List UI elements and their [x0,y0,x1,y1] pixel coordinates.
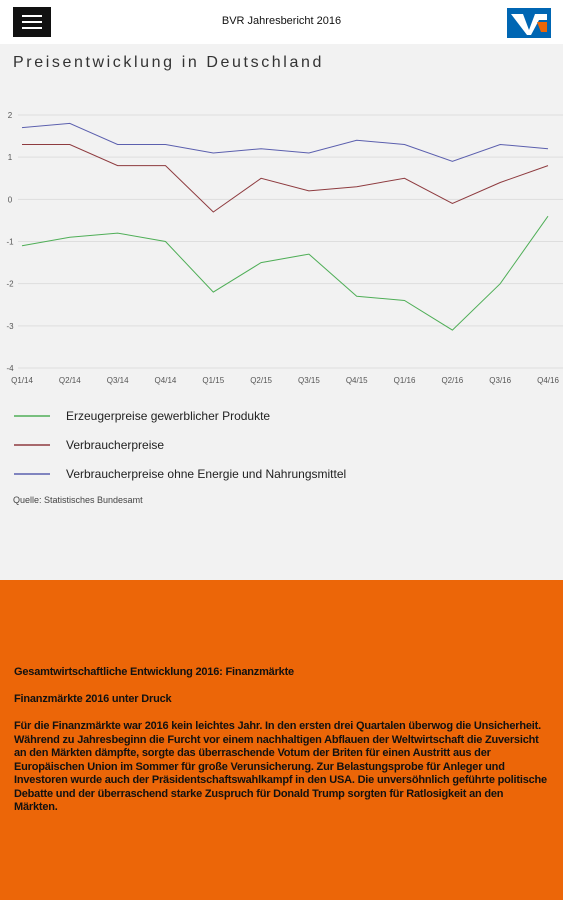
x-tick-label: Q1/16 [394,376,416,385]
header-title: BVR Jahresbericht 2016 [221,15,342,27]
y-tick-label: 0 [8,195,13,204]
x-tick-label: Q4/15 [346,376,368,385]
y-tick-label: 1 [8,153,13,162]
source: Quelle: Statistisches Bundesamt [13,495,143,505]
legend-label: Erzeugerpreise gewerblicher Produkte [66,409,270,423]
logo [507,8,551,38]
y-tick-label: -1 [6,238,14,247]
chart-title: Preisentwicklung in Deutschland [13,54,324,71]
series-line [22,144,549,213]
x-tick-label: Q3/16 [489,376,511,385]
y-tick-label: -4 [6,364,14,373]
x-tick-label: Q1/14 [11,376,33,385]
chart: Preisentwicklung in Deutschland Quelle: … [6,54,563,505]
series-line [21,215,549,331]
x-tick-label: Q4/14 [155,376,177,385]
article-heading: Gesamtwirtschaftliche Entwicklung 2016: … [14,666,294,678]
series-line [21,122,549,162]
y-tick-label: -3 [6,322,14,331]
x-tick-label: Q2/14 [59,376,81,385]
y-tick-label: 2 [8,111,13,120]
legend-label: Verbraucherpreise [66,438,164,452]
legend-label: Verbraucherpreise ohne Energie und Nahru… [66,467,346,481]
y-tick-label: -2 [6,280,14,289]
x-tick-label: Q2/16 [441,376,463,385]
x-tick-label: Q4/16 [537,376,559,385]
x-tick-label: Q1/15 [202,376,224,385]
x-tick-label: Q3/14 [107,376,129,385]
article-body: Für die Finanzmärkte war 2016 kein leich… [14,720,547,813]
header: BVR Jahresbericht 2016 [0,0,563,44]
article-subheading: Finanzmärkte 2016 unter Druck [14,693,172,705]
menu-button[interactable] [13,7,51,37]
x-tick-label: Q3/15 [298,376,320,385]
article: Gesamtwirtschaftliche Entwicklung 2016: … [0,580,563,900]
x-tick-label: Q2/15 [250,376,272,385]
